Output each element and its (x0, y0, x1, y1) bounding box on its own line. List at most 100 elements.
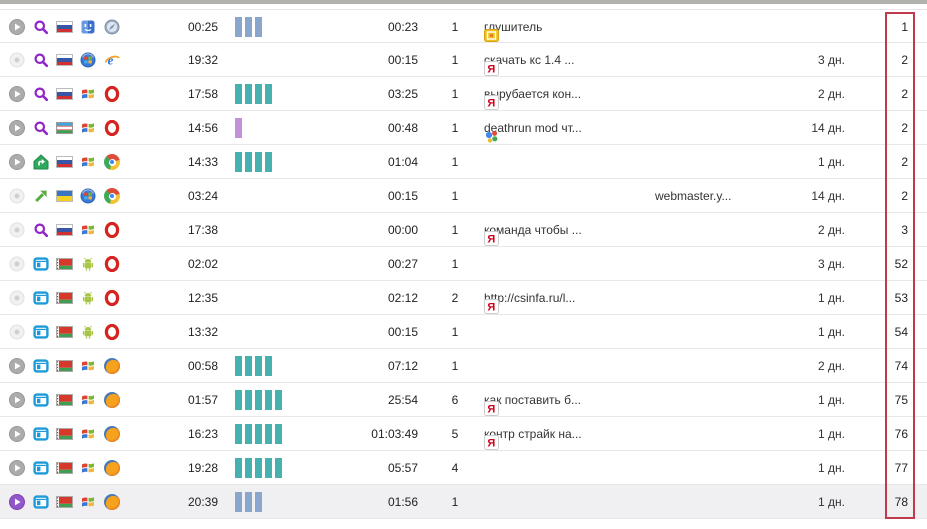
visitor-row[interactable]: 00:58 07:12 1 2 дн. 74 (0, 349, 927, 383)
visitor-row[interactable]: 14:56 00:48 1 deathrun mod чт... 14 дн. 2 (0, 111, 927, 145)
search-source-icon (33, 19, 49, 35)
visit-count: 3 (901, 223, 908, 237)
play-icon[interactable] (9, 392, 25, 408)
days-ago: 1 дн. (818, 291, 845, 305)
flag-belarus-icon (56, 462, 73, 474)
visit-time: 01:57 (187, 393, 218, 407)
internal-window-icon (33, 392, 49, 408)
replay-dot-icon (9, 324, 25, 340)
days-ago: 1 дн. (818, 427, 845, 441)
visitor-row[interactable]: 13:32 00:15 1 1 дн. 54 (0, 315, 927, 349)
play-icon-active[interactable] (9, 494, 25, 510)
internal-window-icon (33, 426, 49, 442)
visitor-row[interactable]: 02:02 00:27 1 3 дн. 52 (0, 247, 927, 281)
google-search-icon[interactable] (484, 129, 499, 144)
svg-text:Я: Я (487, 64, 495, 76)
yandex-search-icon[interactable]: Я (484, 299, 499, 314)
visit-count: 77 (894, 461, 908, 475)
visit-time: 13:32 (187, 325, 218, 339)
replay-dot-icon (9, 188, 25, 204)
internal-window-icon (33, 324, 49, 340)
visit-duration: 05:57 (387, 461, 418, 475)
play-icon[interactable] (9, 358, 25, 374)
play-icon[interactable] (9, 86, 25, 102)
visitor-row[interactable]: 14:33 01:04 1 1 дн. 2 (0, 145, 927, 179)
yandex-search-icon[interactable]: Я (484, 401, 499, 416)
visit-time: 02:02 (187, 257, 218, 271)
days-ago: 1 дн. (818, 325, 845, 339)
days-ago: 1 дн. (818, 155, 845, 169)
flag-belarus-icon (56, 292, 73, 304)
visitor-row[interactable]: 20:39 01:56 1 1 дн. 78 (0, 485, 927, 519)
visit-count: 74 (894, 359, 908, 373)
activity-bars (235, 84, 272, 104)
days-ago: 2 дн. (818, 223, 845, 237)
pages-count: 1 (451, 189, 459, 203)
referrer-text[interactable]: webmaster.y... (655, 189, 732, 203)
os-android-icon (80, 324, 96, 340)
play-icon[interactable] (9, 120, 25, 136)
visit-duration: 00:23 (387, 20, 418, 34)
os-windowsxp-icon (80, 120, 96, 136)
flag-belarus-icon (56, 496, 73, 508)
visit-count: 53 (894, 291, 908, 305)
visitor-row[interactable]: 19:28 05:57 4 1 дн. 77 (0, 451, 927, 485)
play-icon[interactable] (9, 460, 25, 476)
internal-window-icon (33, 290, 49, 306)
play-icon[interactable] (9, 19, 25, 35)
visitor-row[interactable]: 03:24 00:15 1 webmaster.y... 14 дн. 2 (0, 179, 927, 213)
yandex-search-icon[interactable]: Я (484, 61, 499, 76)
svg-text:Я: Я (487, 234, 495, 246)
search-query-text[interactable]: вырубается кон... (484, 87, 582, 101)
yandex-search-icon[interactable]: Я (484, 95, 499, 110)
search-query-text[interactable]: http://csinfa.ru/l... (484, 291, 576, 305)
svg-text:Я: Я (487, 98, 495, 110)
pages-count: 1 (451, 53, 459, 67)
search-query-cell[interactable]: deathrun mod чт... (484, 120, 582, 143)
search-query-text[interactable]: контр страйк на... (484, 427, 582, 441)
os-android-icon (80, 290, 96, 306)
pages-count: 6 (451, 393, 459, 407)
search-query-cell[interactable]: глушитель (484, 19, 542, 42)
visit-duration: 00:15 (387, 189, 418, 203)
visitor-row[interactable]: 00:25 00:23 1 глушитель 1 (0, 9, 927, 43)
play-icon[interactable] (9, 426, 25, 442)
days-ago: 1 дн. (818, 495, 845, 509)
browser-firefox-icon (104, 358, 120, 374)
search-query-text[interactable]: команда чтобы ... (484, 223, 582, 237)
activity-bar (255, 492, 262, 512)
search-source-icon (33, 52, 49, 68)
activity-bar (265, 356, 272, 376)
visit-count: 2 (901, 189, 908, 203)
visit-duration: 01:03:49 (371, 427, 418, 441)
flag-belarus-icon (56, 258, 73, 270)
yellow-search-icon[interactable] (484, 28, 499, 43)
replay-dot-icon (9, 52, 25, 68)
yandex-search-icon[interactable]: Я (484, 435, 499, 450)
os-windowsxp-icon (80, 86, 96, 102)
search-query-text[interactable]: скачать кс 1.4 ... (484, 53, 575, 67)
days-ago: 1 дн. (818, 461, 845, 475)
external-link-arrow-icon (33, 188, 49, 204)
search-query-text[interactable]: deathrun mod чт... (484, 121, 582, 135)
visit-duration: 00:48 (387, 121, 418, 135)
os-windows7-icon (80, 188, 96, 204)
yandex-search-icon[interactable]: Я (484, 231, 499, 246)
activity-bar (235, 492, 242, 512)
play-icon[interactable] (9, 154, 25, 170)
search-query-text[interactable]: как поставить б... (484, 393, 582, 407)
